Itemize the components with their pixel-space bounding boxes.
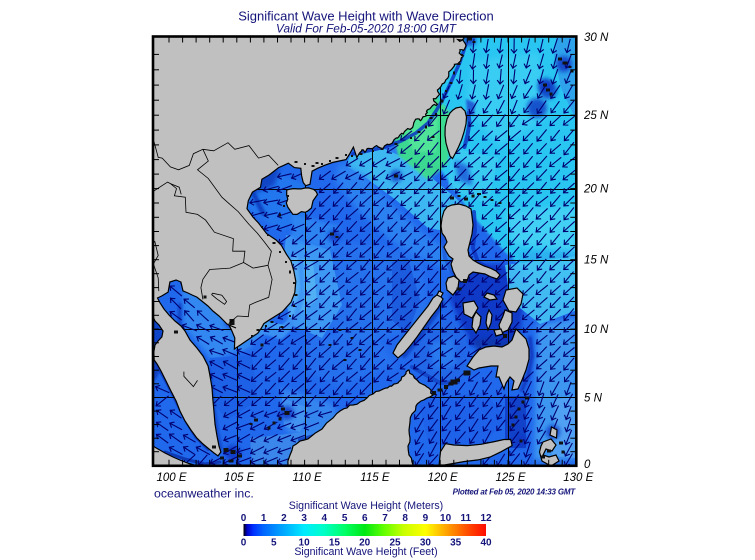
svg-text:10 N: 10 N [584,324,609,336]
svg-text:7: 7 [382,513,388,524]
svg-text:0: 0 [241,513,247,524]
svg-text:35: 35 [450,538,462,549]
svg-text:5 N: 5 N [584,393,603,405]
svg-text:0: 0 [241,538,247,549]
svg-text:oceanweather inc.: oceanweather inc. [154,487,254,501]
svg-text:40: 40 [480,538,492,549]
svg-text:Significant Wave Height with W: Significant Wave Height with Wave Direct… [238,9,494,24]
svg-text:Plotted at Feb 05, 2020 14:33: Plotted at Feb 05, 2020 14:33 GMT [453,488,577,497]
svg-text:5: 5 [271,538,277,549]
svg-text:15 N: 15 N [584,255,609,267]
svg-text:6: 6 [362,513,368,524]
svg-text:15: 15 [329,538,341,549]
svg-text:25 N: 25 N [583,110,609,122]
svg-text:0: 0 [584,459,591,471]
svg-text:20: 20 [359,538,371,549]
svg-text:110 E: 110 E [292,472,322,484]
svg-text:1: 1 [261,513,267,524]
svg-text:25: 25 [389,538,401,549]
svg-text:2: 2 [281,513,287,524]
svg-text:130 E: 130 E [563,472,593,484]
svg-text:100 E: 100 E [156,472,186,484]
svg-text:20 N: 20 N [583,184,609,196]
svg-text:30: 30 [420,538,432,549]
svg-text:5: 5 [342,513,348,524]
svg-text:10: 10 [299,538,311,549]
svg-text:3: 3 [301,513,307,524]
svg-text:12: 12 [480,513,492,524]
svg-text:Significant Wave Height (Feet): Significant Wave Height (Feet) [294,546,437,558]
svg-text:10: 10 [440,513,452,524]
svg-text:105 E: 105 E [224,472,254,484]
svg-text:4: 4 [322,513,328,524]
svg-text:Significant Wave Height (Meter: Significant Wave Height (Meters) [289,500,443,512]
svg-text:8: 8 [402,513,408,524]
svg-text:11: 11 [461,513,472,524]
svg-text:115 E: 115 E [360,472,390,484]
svg-text:Valid For Feb-05-2020 18:00 GM: Valid For Feb-05-2020 18:00 GMT [276,22,457,36]
svg-text:30 N: 30 N [584,32,609,44]
svg-text:125 E: 125 E [495,472,525,484]
svg-text:120 E: 120 E [428,472,458,484]
svg-text:9: 9 [423,513,429,524]
